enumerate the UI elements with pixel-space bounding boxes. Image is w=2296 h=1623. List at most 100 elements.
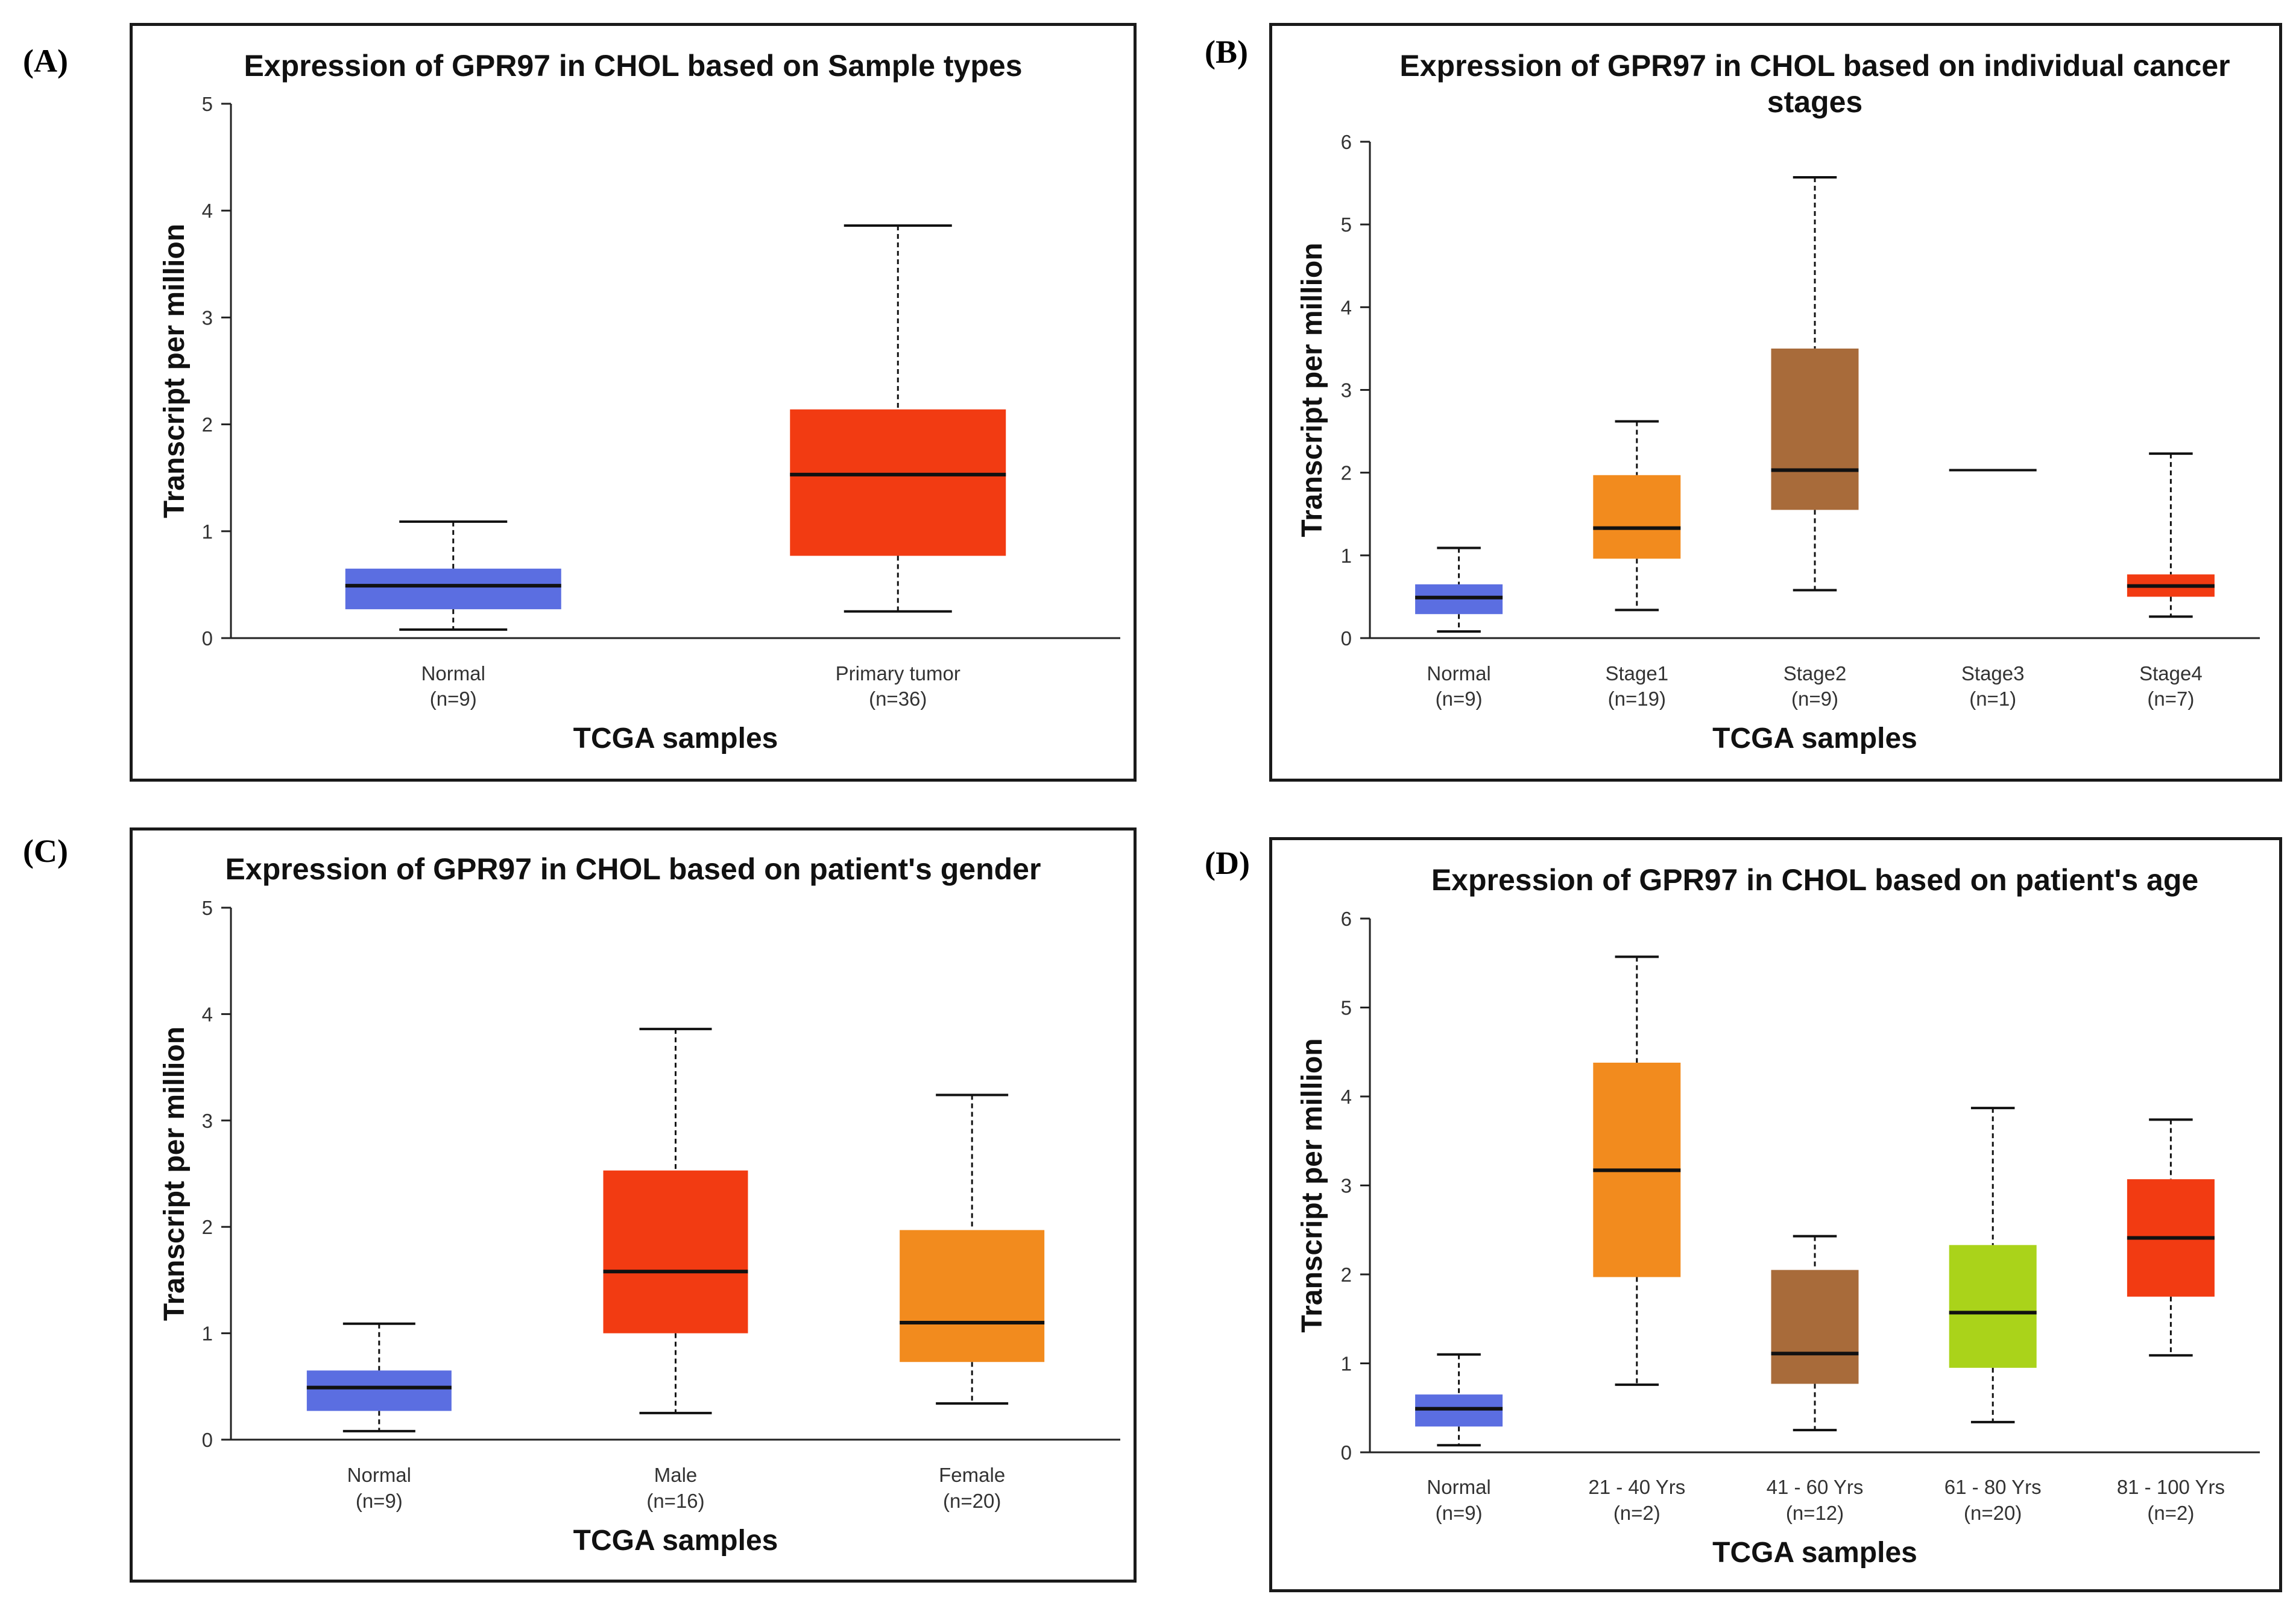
y-tick-label: 0 (1341, 627, 1352, 650)
x-category-count: (n=9) (1436, 1502, 1483, 1524)
panel-c-frame (130, 827, 1137, 1583)
y-tick-label: 3 (1341, 1175, 1352, 1197)
box-normal (306, 1322, 452, 1432)
chart-b: Expression of GPR97 in CHOL based on ind… (1296, 49, 2260, 755)
x-category-label: Stage3 (1961, 662, 2025, 685)
x-category-label: Stage2 (1784, 662, 1847, 685)
iqr-box (345, 568, 561, 610)
panel-tag-a: (A) (23, 43, 68, 79)
box-primary-tumor (790, 224, 1006, 613)
box-female (900, 1093, 1045, 1405)
x-category-label: 41 - 60 Yrs (1767, 1476, 1864, 1498)
x-category-count: (n=20) (1964, 1502, 2022, 1524)
x-category-label: Stage1 (1606, 662, 1669, 685)
panel-tag-b: (B) (1205, 34, 1248, 70)
box-21-40-yrs (1593, 955, 1681, 1386)
y-tick-label: 4 (202, 1003, 213, 1025)
y-tick-label: 1 (202, 1323, 213, 1345)
panel-a-frame (130, 23, 1137, 782)
y-tick-label: 0 (1341, 1441, 1352, 1464)
x-category-label: Primary tumor (836, 662, 960, 685)
chart-title: Expression of GPR97 in CHOL based on Sam… (244, 49, 1022, 83)
x-category-label: Normal (347, 1464, 411, 1486)
chart-d: Expression of GPR97 in CHOL based on pat… (1296, 863, 2260, 1569)
box-normal (1415, 1353, 1503, 1447)
y-tick-label: 3 (202, 306, 213, 329)
panel-d-frame (1269, 837, 2282, 1592)
chart-title: stages (1767, 85, 1862, 119)
y-tick-label: 1 (202, 520, 213, 543)
y-tick-label: 1 (1341, 1353, 1352, 1375)
box-normal (1415, 546, 1503, 633)
y-tick-label: 2 (1341, 462, 1352, 484)
x-category-count: (n=19) (1608, 688, 1666, 710)
y-tick-label: 6 (1341, 908, 1352, 930)
y-tick-label: 3 (202, 1110, 213, 1132)
y-tick-label: 5 (1341, 214, 1352, 236)
x-category-label: 61 - 80 Yrs (1944, 1476, 2042, 1498)
x-category-count: (n=7) (2147, 688, 2194, 710)
chart-a: Expression of GPR97 in CHOL based on Sam… (159, 49, 1120, 755)
x-category-label: Normal (1427, 1476, 1490, 1498)
x-category-count: (n=2) (2147, 1502, 2194, 1524)
box-81-100-yrs (2127, 1118, 2215, 1357)
x-category-label: 21 - 40 Yrs (1588, 1476, 1685, 1498)
y-tick-label: 0 (202, 1429, 213, 1451)
x-category-count: (n=16) (646, 1490, 704, 1512)
box-stage1 (1593, 420, 1681, 612)
chart-title: Expression of GPR97 in CHOL based on pat… (226, 852, 1041, 886)
x-category-count: (n=12) (1786, 1502, 1844, 1524)
box-41-60-yrs (1771, 1235, 1859, 1432)
chart-title: Expression of GPR97 in CHOL based on pat… (1431, 863, 2198, 897)
x-category-label: 81 - 100 Yrs (2117, 1476, 2225, 1498)
x-category-count: (n=9) (430, 688, 477, 710)
box-stage4 (2127, 452, 2215, 618)
y-tick-label: 4 (1341, 1086, 1352, 1108)
x-category-count: (n=9) (1791, 688, 1838, 710)
y-tick-label: 1 (1341, 545, 1352, 567)
y-tick-label: 2 (1341, 1264, 1352, 1286)
y-tick-label: 2 (202, 1216, 213, 1238)
x-category-label: Normal (1427, 662, 1490, 685)
x-category-label: Normal (421, 662, 485, 685)
iqr-box (1771, 1270, 1859, 1384)
iqr-box (1771, 348, 1859, 510)
panel-tag-d: (D) (1205, 845, 1250, 881)
chart-c: Expression of GPR97 in CHOL based on pat… (159, 852, 1120, 1557)
y-tick-label: 6 (1341, 131, 1352, 153)
y-tick-label: 5 (202, 897, 213, 919)
x-category-count: (n=9) (356, 1490, 403, 1512)
x-category-count: (n=20) (943, 1490, 1001, 1512)
y-tick-label: 5 (202, 93, 213, 115)
x-axis-label: TCGA samples (1712, 723, 1917, 755)
panel-tag-c: (C) (23, 833, 68, 869)
iqr-box (1949, 1245, 2037, 1368)
y-tick-label: 5 (1341, 997, 1352, 1019)
x-axis-label: TCGA samples (573, 723, 778, 755)
x-axis-label: TCGA samples (573, 1525, 778, 1557)
box-normal (345, 520, 561, 631)
y-axis-label: Transcript per million (1296, 1038, 1328, 1332)
iqr-box (1593, 475, 1681, 559)
box-male (603, 1028, 748, 1414)
y-tick-label: 0 (202, 627, 213, 650)
iqr-box (603, 1170, 748, 1334)
x-category-count: (n=2) (1613, 1502, 1660, 1524)
x-category-label: Stage4 (2139, 662, 2203, 685)
x-category-label: Female (939, 1464, 1005, 1486)
chart-title: Expression of GPR97 in CHOL based on ind… (1399, 49, 2230, 83)
box-stage2 (1771, 176, 1859, 592)
x-category-label: Male (654, 1464, 698, 1486)
y-tick-label: 2 (202, 414, 213, 436)
box-61-80-yrs (1949, 1107, 2037, 1423)
x-axis-label: TCGA samples (1712, 1537, 1917, 1569)
iqr-box (900, 1230, 1045, 1362)
y-axis-label: Transcript per million (159, 224, 191, 518)
y-axis-label: Transcript per million (1296, 242, 1328, 537)
y-tick-label: 4 (202, 200, 213, 222)
iqr-box (306, 1370, 452, 1411)
iqr-box (790, 409, 1006, 556)
y-tick-label: 3 (1341, 379, 1352, 402)
x-category-count: (n=9) (1436, 688, 1483, 710)
